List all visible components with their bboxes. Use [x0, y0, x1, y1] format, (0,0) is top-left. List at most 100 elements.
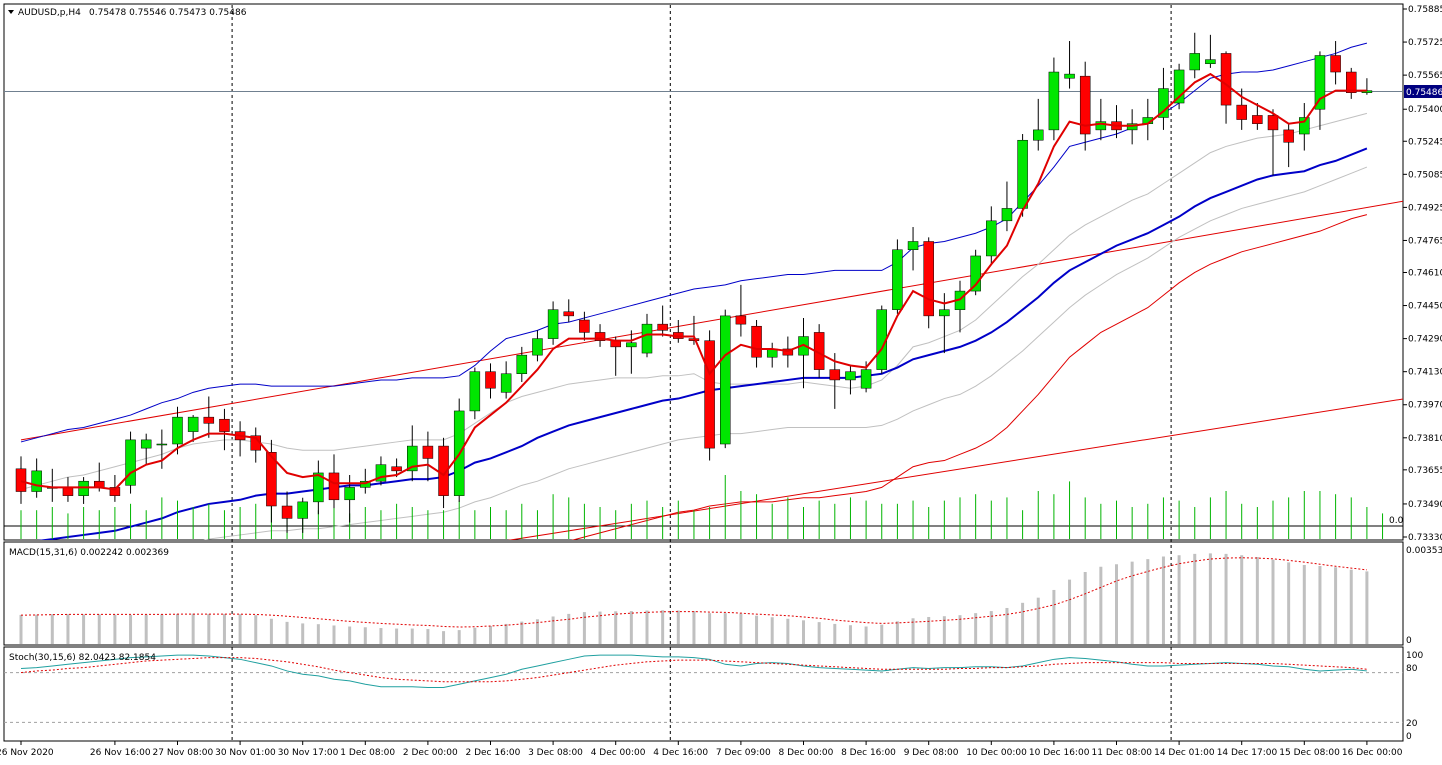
candle-bear [422, 445, 434, 459]
candle-bear [203, 416, 215, 424]
candle-bull [1048, 71, 1060, 131]
candle-bear [782, 348, 794, 356]
candle-bear [704, 340, 715, 449]
x-tick-label-10: 4 Dec 16:00 [653, 748, 708, 758]
stoch-level-80: 80 [1406, 664, 1418, 674]
candle-bull [626, 342, 637, 348]
x-tick-label-1: 26 Nov 16:00 [90, 748, 151, 758]
candle-bull [1173, 69, 1185, 104]
candle-bear [266, 452, 277, 507]
y-tick-label-3: 0.75400 [1408, 105, 1442, 115]
candle-bear [735, 315, 747, 325]
y-tick-label-5: 0.75085 [1408, 170, 1442, 180]
candle-bear [563, 311, 574, 317]
candle-bull [1126, 123, 1138, 131]
trendline-0 [20, 200, 1403, 441]
macd-panel-frame [3, 541, 1404, 646]
candle-bear [281, 505, 293, 519]
ma-blue-thick-line [37, 147, 1368, 540]
y-tick-label-16: 0.73330 [1408, 533, 1442, 543]
candle-bear [579, 319, 590, 333]
candle-bear [328, 472, 340, 501]
candle-bull [641, 323, 653, 354]
candle-bear [1267, 115, 1279, 131]
x-tick-label-3: 30 Nov 01:00 [215, 748, 276, 758]
candle-bull [892, 249, 903, 310]
y-tick-label-9: 0.74450 [1408, 302, 1442, 312]
candle-bear [1236, 104, 1247, 120]
candle-bull [1033, 129, 1044, 141]
candle-bull [375, 464, 387, 482]
candle-bull [469, 371, 481, 412]
axis-layer: 0.75885 0.75725 0.75565 0.75400 0.75245 0.750… [0, 5, 1442, 758]
candle-bull [1205, 59, 1216, 65]
y-tick-label-0: 0.75885 [1408, 5, 1442, 15]
volume-zero-label: 0.0 [1389, 516, 1404, 526]
symbol-label[interactable]: AUDUSD,p,H4 [18, 8, 81, 18]
candle-bull [860, 369, 872, 389]
trendline-1 [507, 398, 1403, 540]
candle-layer [15, 32, 1373, 533]
candle-bull [156, 443, 168, 446]
candle-bull [939, 309, 950, 317]
x-tick-label-7: 2 Dec 16:00 [466, 748, 521, 758]
ma-gray-upper-line [20, 112, 1368, 490]
y-tick-label-7: 0.74765 [1408, 236, 1442, 246]
y-tick-label-1: 0.75725 [1408, 38, 1442, 48]
stoch-layer [4, 654, 1403, 723]
symbol-dropdown-icon[interactable] [8, 10, 14, 14]
y-tick-label-12: 0.73970 [1408, 401, 1442, 411]
stoch-level-20: 20 [1406, 719, 1418, 729]
grid-layer [231, 5, 1172, 740]
candle-bear [1252, 115, 1263, 124]
candle-bull [720, 315, 731, 445]
candle-bull [1158, 88, 1169, 118]
candle-bull [78, 480, 89, 496]
candle-bull [1314, 55, 1326, 110]
candle-bull [500, 373, 512, 393]
candle-bear [219, 418, 230, 432]
macd-max-label: 0.003536 [1406, 546, 1442, 556]
macd-signal-line [20, 557, 1367, 628]
y-tick-label-6: 0.74925 [1408, 203, 1442, 213]
y-tick-label-4: 0.75245 [1408, 137, 1442, 147]
candle-bull [1064, 73, 1075, 79]
x-tick-label-18: 14 Dec 01:00 [1154, 748, 1215, 758]
y-tick-label-14: 0.73655 [1408, 466, 1442, 476]
candle-bull [516, 354, 528, 374]
x-tick-label-2: 27 Nov 08:00 [153, 748, 214, 758]
candle-bear [109, 487, 121, 496]
ma-fast-line [20, 72, 1367, 491]
candle-bear [923, 241, 934, 317]
candle-bear [657, 323, 668, 331]
candle-bull [532, 338, 543, 356]
x-tick-label-8: 3 Dec 08:00 [528, 748, 583, 758]
x-tick-label-6: 2 Dec 00:00 [403, 748, 458, 758]
volume-layer [20, 475, 1384, 539]
candle-bull [1189, 53, 1200, 71]
candle-bull [187, 416, 199, 432]
candle-bull [1095, 121, 1107, 131]
candle-bull [907, 241, 919, 251]
x-tick-label-5: 1 Dec 08:00 [340, 748, 395, 758]
candle-bear [594, 332, 606, 341]
macd-layer [19, 553, 1369, 644]
candle-bull [1299, 117, 1310, 135]
candle-bull [360, 480, 371, 488]
stoch-main-line [20, 654, 1367, 689]
ma-gray-lower-line [203, 166, 1368, 540]
candle-bull [140, 439, 152, 449]
x-tick-label-16: 10 Dec 16:00 [1029, 748, 1090, 758]
candle-bear [1079, 75, 1091, 135]
x-tick-label-13: 8 Dec 16:00 [841, 748, 896, 758]
current-price-badge [1404, 85, 1442, 98]
y-tick-label-13: 0.73810 [1408, 434, 1442, 444]
ohlc-label: 0.75478 0.75546 0.75473 0.75486 [89, 8, 247, 18]
candle-bear [1346, 71, 1357, 93]
candle-bull [172, 416, 183, 445]
candle-bull [1001, 208, 1013, 222]
candle-bear [1330, 55, 1341, 73]
candle-bull [125, 439, 136, 486]
stoch-level-100: 100 [1406, 651, 1423, 661]
x-tick-label-21: 16 Dec 00:00 [1342, 748, 1403, 758]
